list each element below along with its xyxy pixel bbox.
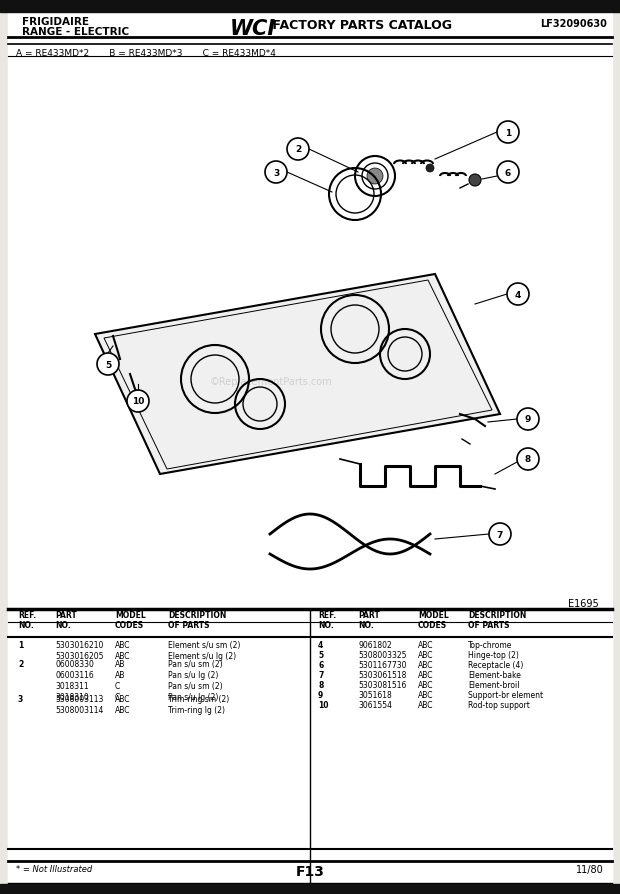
Text: ©ReplacementParts.com: ©ReplacementParts.com [210,376,332,386]
Text: 4: 4 [318,640,323,649]
Text: 10: 10 [318,700,329,709]
Circle shape [497,162,519,184]
Text: WCI: WCI [230,19,276,39]
Text: ABC: ABC [418,661,433,670]
Circle shape [426,164,434,173]
Text: FACTORY PARTS CATALOG: FACTORY PARTS CATALOG [268,19,452,32]
Text: Trim-ring sm (2)
Trim-ring lg (2): Trim-ring sm (2) Trim-ring lg (2) [168,695,229,714]
Circle shape [97,354,119,375]
Text: * = Not Illustrated: * = Not Illustrated [16,864,92,873]
Text: 3061554: 3061554 [358,700,392,709]
Text: Hinge-top (2): Hinge-top (2) [468,650,519,659]
Text: 7: 7 [318,670,324,679]
Text: 8: 8 [525,455,531,464]
Text: ABC: ABC [418,640,433,649]
Text: 5308003325: 5308003325 [358,650,407,659]
Text: 3: 3 [18,695,24,704]
Text: F13: F13 [296,864,324,878]
Circle shape [287,139,309,161]
Circle shape [489,523,511,545]
Text: ABC: ABC [418,680,433,689]
Text: ABC
ABC: ABC ABC [115,695,130,714]
Text: RANGE - ELECTRIC: RANGE - ELECTRIC [22,27,129,37]
Text: 3051618: 3051618 [358,690,392,699]
Text: 6: 6 [505,168,511,177]
Text: AB
AB
C
C: AB AB C C [115,659,125,702]
Text: Element-bake: Element-bake [468,670,521,679]
Text: E1695: E1695 [568,598,599,608]
Text: PART
NO.: PART NO. [358,611,379,629]
Text: 10: 10 [132,397,144,406]
Text: Top-chrome: Top-chrome [468,640,512,649]
Text: 06008330
06003116
3018311
3018310: 06008330 06003116 3018311 3018310 [55,659,94,702]
Text: 5303061518: 5303061518 [358,670,406,679]
Text: ABC
ABC: ABC ABC [115,640,130,661]
Text: 1: 1 [18,640,24,649]
Text: ABC: ABC [418,650,433,659]
Text: MODEL
CODES: MODEL CODES [115,611,146,629]
Text: A = RE433MD*2       B = RE433MD*3       C = RE433MD*4: A = RE433MD*2 B = RE433MD*3 C = RE433MD*… [16,49,276,58]
Text: Element s/u sm (2)
Element s/u lg (2): Element s/u sm (2) Element s/u lg (2) [168,640,241,661]
Text: PART
NO.: PART NO. [55,611,77,629]
Text: 6: 6 [318,661,323,670]
Text: 3: 3 [273,168,279,177]
Text: 5301167730: 5301167730 [358,661,407,670]
Text: 1: 1 [505,129,511,138]
Text: 2: 2 [18,659,24,668]
Text: FRIGIDAIRE: FRIGIDAIRE [22,17,89,27]
Polygon shape [95,274,500,475]
Text: 5303016210
5303016205: 5303016210 5303016205 [55,640,104,661]
Text: DESCRIPTION
OF PARTS: DESCRIPTION OF PARTS [168,611,226,629]
Text: ABC: ABC [418,690,433,699]
Bar [0,0,620,13]
Text: 8: 8 [318,680,324,689]
Text: Rod-top support: Rod-top support [468,700,530,709]
Circle shape [469,175,481,187]
Text: DESCRIPTION
OF PARTS: DESCRIPTION OF PARTS [468,611,526,629]
Text: REF.
NO.: REF. NO. [18,611,36,629]
Text: 9: 9 [318,690,323,699]
Circle shape [127,391,149,412]
Circle shape [517,449,539,470]
Circle shape [507,283,529,306]
Text: LF32090630: LF32090630 [540,19,607,29]
Circle shape [497,122,519,144]
Text: 9061802: 9061802 [358,640,392,649]
Text: 4: 4 [515,291,521,299]
Text: Support-br element: Support-br element [468,690,543,699]
Text: MODEL
CODES: MODEL CODES [418,611,449,629]
Text: Receptacle (4): Receptacle (4) [468,661,523,670]
Text: Element-broil: Element-broil [468,680,520,689]
Text: ABC: ABC [418,700,433,709]
Bar [0,884,620,894]
Text: 5: 5 [318,650,323,659]
Text: 11/80: 11/80 [576,864,604,874]
Text: Pan s/u sm (2)
Pan s/u lg (2)
Pan s/u sm (2)
Pan s/u lg (2): Pan s/u sm (2) Pan s/u lg (2) Pan s/u sm… [168,659,223,702]
Text: REF.
NO.: REF. NO. [318,611,336,629]
Circle shape [367,169,383,185]
Text: 5: 5 [105,360,111,369]
Bar [8,610,612,883]
Text: 9: 9 [525,415,531,424]
Text: 5303081516: 5303081516 [358,680,406,689]
Circle shape [265,162,287,184]
Text: 2: 2 [295,146,301,155]
Text: 5308003113
5308003114: 5308003113 5308003114 [55,695,104,714]
Text: ABC: ABC [418,670,433,679]
Text: 7: 7 [497,530,503,539]
Circle shape [517,409,539,431]
